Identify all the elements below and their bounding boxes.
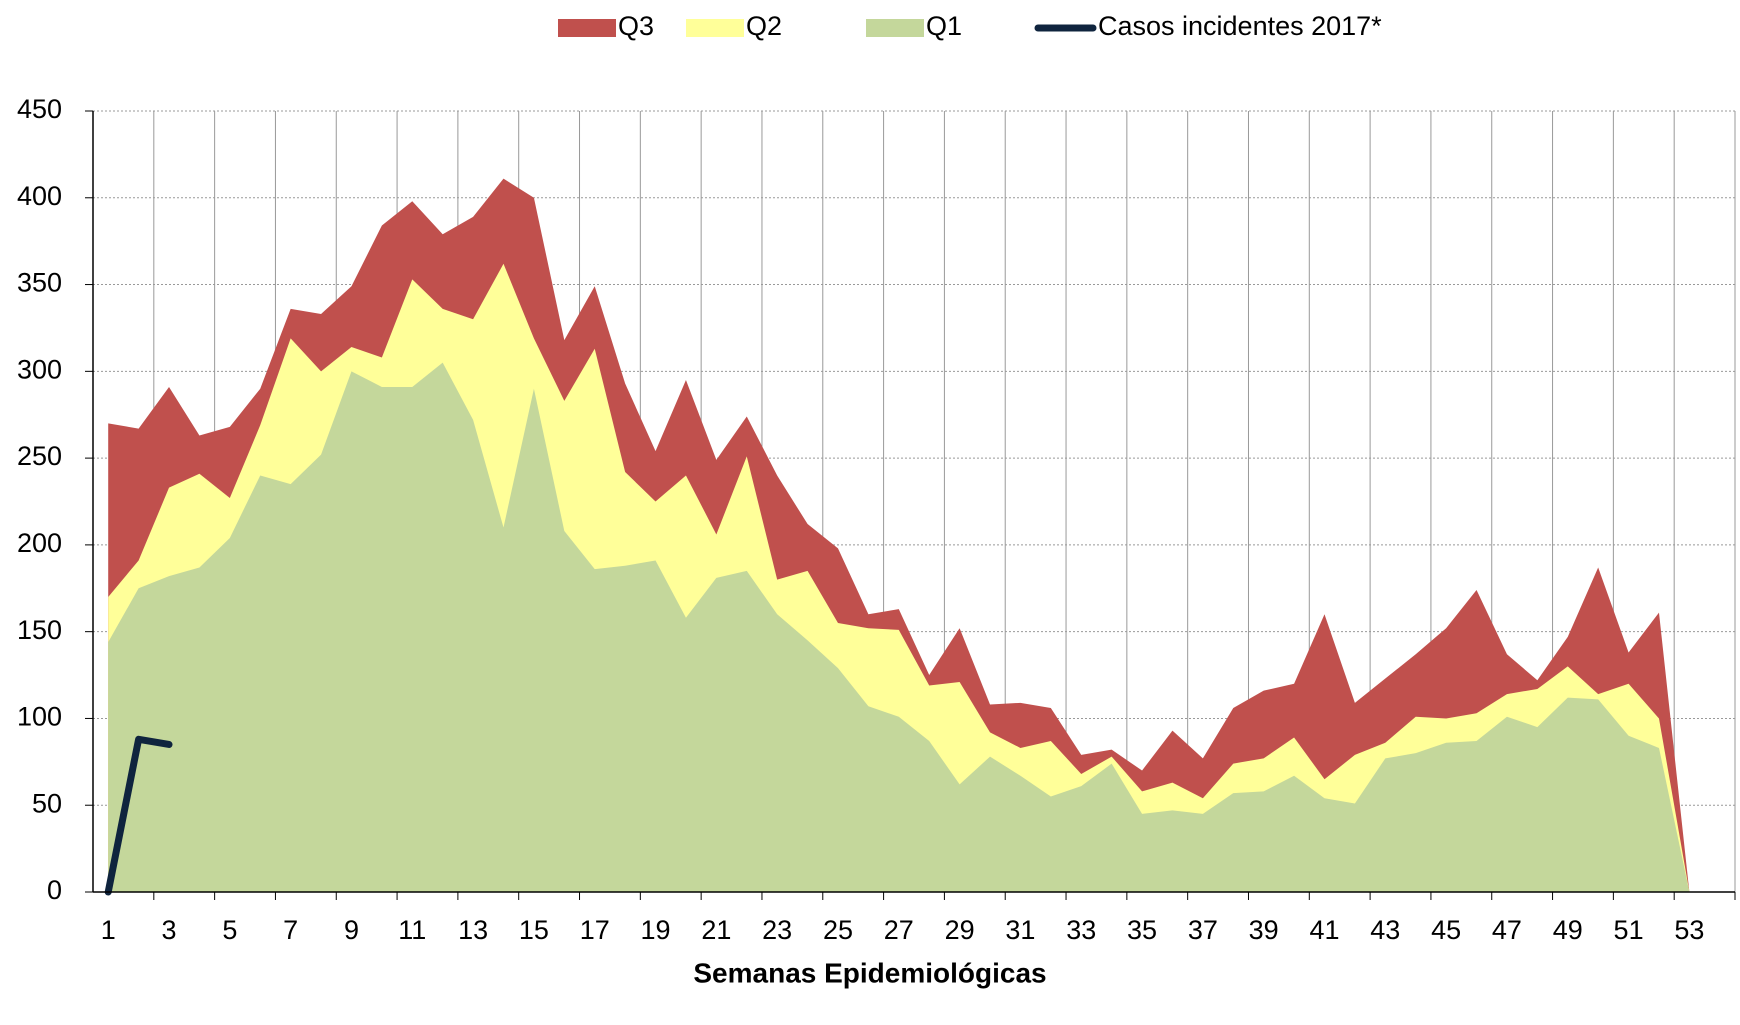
x-tick-label: 15	[519, 915, 549, 945]
legend-swatch	[866, 19, 924, 37]
x-tick-label: 53	[1674, 915, 1704, 945]
y-tick-label: 400	[17, 181, 62, 211]
x-tick-label: 45	[1431, 915, 1461, 945]
x-tick-label: 17	[580, 915, 610, 945]
x-tick-label: 7	[283, 915, 298, 945]
x-tick-label: 5	[222, 915, 237, 945]
x-tick-label: 35	[1127, 915, 1157, 945]
y-tick-label: 0	[47, 875, 62, 905]
legend-label: Q2	[746, 11, 782, 41]
x-tick-label: 25	[823, 915, 853, 945]
y-tick-label: 300	[17, 354, 62, 384]
x-tick-label: 37	[1188, 915, 1218, 945]
y-tick-label: 350	[17, 268, 62, 298]
x-tick-label: 49	[1553, 915, 1583, 945]
x-tick-label: 47	[1492, 915, 1522, 945]
x-tick-label: 39	[1249, 915, 1279, 945]
x-tick-label: 41	[1309, 915, 1339, 945]
x-tick-label: 43	[1370, 915, 1400, 945]
y-tick-label: 250	[17, 441, 62, 471]
legend-swatch	[686, 19, 744, 37]
x-tick-label: 1	[101, 915, 116, 945]
x-tick-label: 9	[344, 915, 359, 945]
x-axis-title: Semanas Epidemiológicas	[693, 957, 1046, 988]
area	[108, 362, 1690, 893]
x-tick-label: 3	[162, 915, 177, 945]
legend-label: Casos incidentes 2017*	[1098, 11, 1382, 41]
x-tick-label: 29	[945, 915, 975, 945]
x-tick-label: 51	[1614, 915, 1644, 945]
legend-label: Q1	[926, 11, 962, 41]
x-tick-label: 23	[762, 915, 792, 945]
x-tick-label: 31	[1005, 915, 1035, 945]
legend-swatch	[558, 19, 616, 37]
y-tick-label: 200	[17, 528, 62, 558]
line	[104, 735, 173, 896]
x-tick-label: 13	[458, 915, 488, 945]
x-tick-label: 11	[398, 915, 426, 945]
y-tick-label: 450	[17, 94, 62, 124]
y-tick-label: 150	[17, 615, 62, 645]
x-tick-label: 21	[701, 915, 731, 945]
y-tick-label: 50	[32, 788, 62, 818]
y-tick-label: 100	[17, 702, 62, 732]
x-tick-label: 33	[1066, 915, 1096, 945]
legend-label: Q3	[618, 11, 654, 41]
x-tick-label: 27	[884, 915, 914, 945]
x-tick-label: 19	[641, 915, 671, 945]
